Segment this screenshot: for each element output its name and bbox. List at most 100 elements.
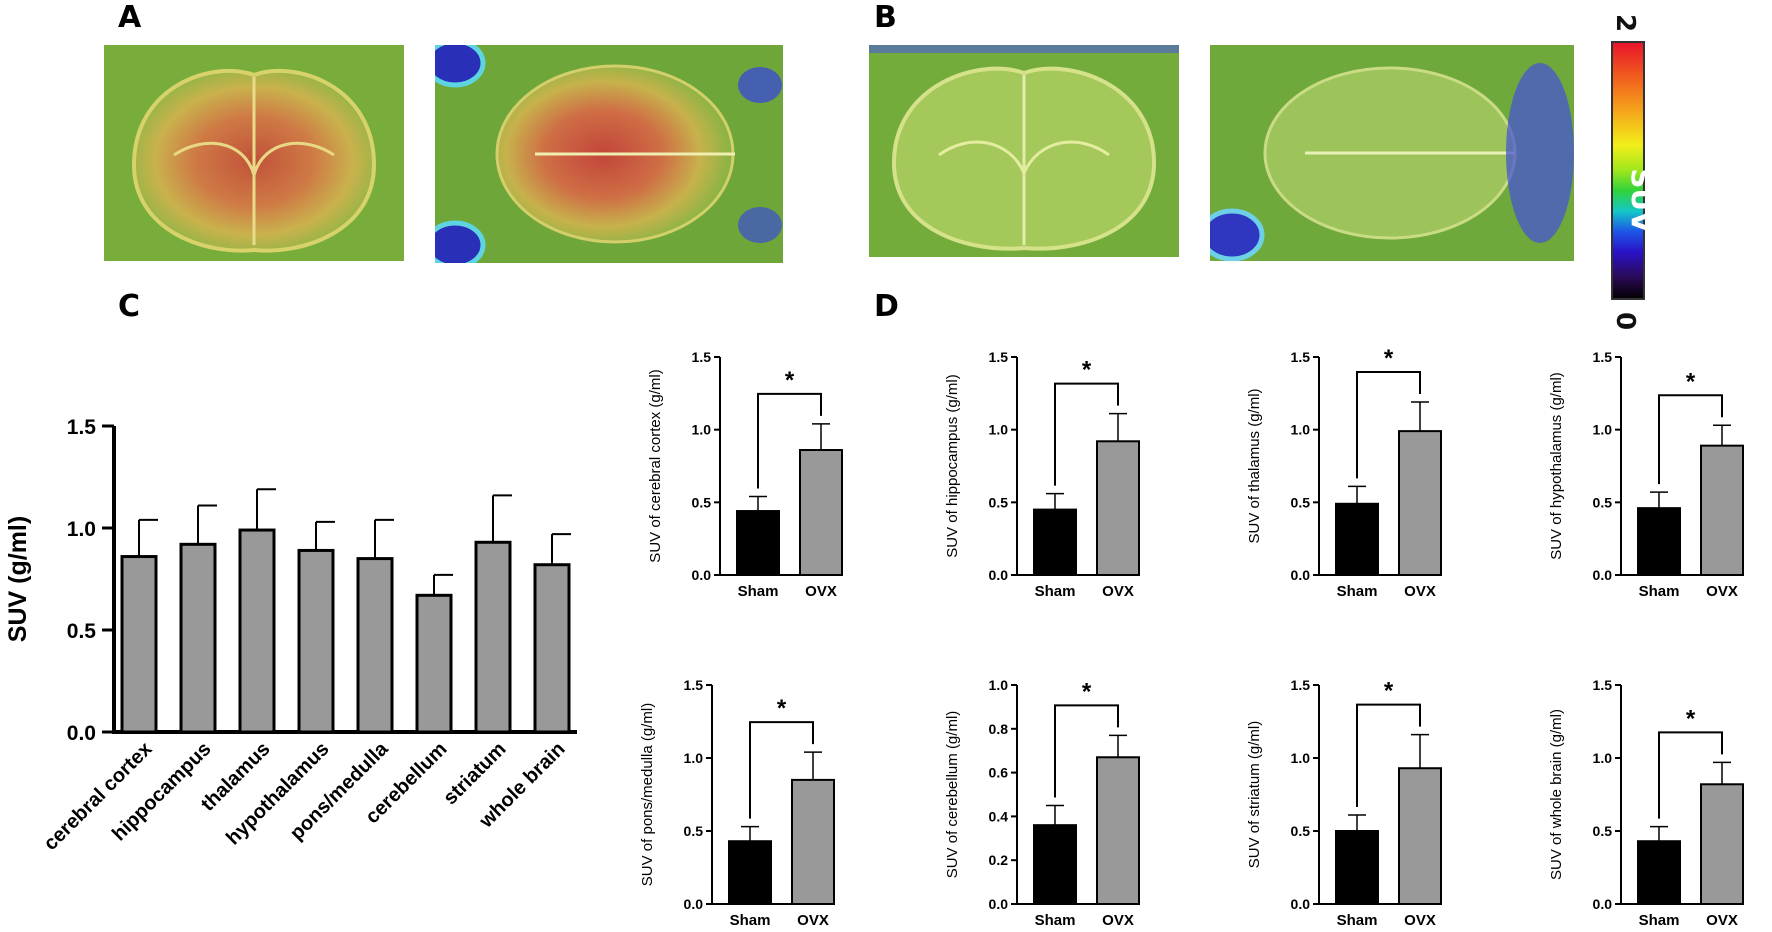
c-bar (356, 557, 394, 734)
d-y-axis-label: SUV of cerebral cortex (g/ml) (647, 369, 664, 562)
d-significance-star: * (1686, 368, 1696, 395)
d-bar (1398, 767, 1442, 905)
c-y-tick-label: 1.5 (67, 416, 97, 439)
c-x-tick-label: hypothalamus (222, 738, 333, 849)
d-significance-bracket (1658, 731, 1723, 819)
panel-label-b: B (874, 0, 897, 35)
d-x-tick-label: Sham (1337, 583, 1378, 600)
pet-image-b-coronal (869, 45, 1179, 257)
c-bar (238, 528, 276, 734)
d-significance-star: * (777, 695, 787, 722)
d-y-tick-label: 0.5 (684, 823, 704, 839)
d-y-tick-label: 0.5 (989, 494, 1009, 510)
pet-image-b-axial (1210, 45, 1574, 261)
d-y-tick-label: 0.4 (989, 808, 1009, 824)
d-y-tick-label: 1.0 (1291, 422, 1311, 438)
d-significance-star: * (1082, 357, 1092, 384)
d-y-tick-label: 0.0 (989, 896, 1009, 912)
d-x-tick-label: OVX (1404, 583, 1436, 600)
d-significance-bracket (1356, 371, 1421, 479)
d-y-tick-label: 0.0 (989, 567, 1009, 583)
panel-label-a: A (118, 0, 142, 35)
d-y-tick-label: 1.0 (684, 750, 704, 766)
d-y-axis-label: SUV of striatum (g/ml) (1246, 721, 1263, 869)
panel-label-c: C (118, 289, 141, 324)
d-x-tick-label: Sham (1639, 583, 1680, 600)
d-x-tick-label: Sham (738, 583, 779, 600)
d-y-tick-label: 0.0 (684, 896, 704, 912)
d-y-axis-label: SUV of cerebellum (g/ml) (944, 711, 961, 879)
d-y-tick-label: 0.2 (989, 852, 1009, 868)
d-x-tick-label: Sham (1337, 912, 1378, 929)
d-significance-bracket (1658, 394, 1723, 485)
brain-coronal-b-graphic (869, 45, 1179, 257)
d-bar (1096, 440, 1140, 576)
c-bar (297, 548, 335, 734)
d-y-tick-label: 1.0 (989, 422, 1009, 438)
d-bar (1398, 430, 1442, 576)
d-x-tick-label: OVX (1404, 912, 1436, 929)
d-y-tick-label: 0.5 (1291, 494, 1311, 510)
d-y-axis-label: SUV of whole brain (g/ml) (1548, 709, 1565, 880)
c-y-tick-label: 0.0 (67, 722, 96, 745)
d-y-tick-label: 0.0 (1593, 896, 1613, 912)
d-y-tick-label: 0.0 (692, 567, 712, 583)
d-y-tick-label: 0.0 (1593, 567, 1613, 583)
d-bar (736, 510, 780, 577)
d-y-tick-label: 1.0 (1593, 422, 1613, 438)
c-x-tick-label: cerebral cortex (40, 738, 157, 855)
brain-axial-b-graphic (1210, 45, 1574, 261)
d-x-tick-label: OVX (1102, 583, 1134, 600)
d-y-tick-label: 1.5 (1593, 349, 1613, 365)
d-x-tick-label: Sham (1639, 912, 1680, 929)
d-x-tick-label: OVX (797, 912, 829, 929)
d-y-axis-label: SUV of pons/medulla (g/ml) (639, 703, 656, 886)
d-significance-bracket (749, 721, 814, 819)
d-y-tick-label: 0.0 (1291, 896, 1311, 912)
d-bar (1335, 830, 1379, 905)
d-y-tick-label: 0.5 (1593, 494, 1613, 510)
c-y-tick-label: 0.5 (67, 620, 97, 643)
d-y-tick-label: 1.0 (1593, 750, 1613, 766)
d-y-tick-label: 1.0 (692, 422, 712, 438)
d-significance-star: * (1384, 345, 1394, 372)
d-bar (1637, 507, 1681, 576)
d-x-tick-label: Sham (1035, 583, 1076, 600)
d-y-tick-label: 1.0 (1291, 750, 1311, 766)
d-x-tick-label: OVX (1706, 583, 1738, 600)
brain-axial-a-graphic (435, 45, 783, 263)
c-bar (474, 540, 512, 734)
d-y-axis-label: SUV of thalamus (g/ml) (1246, 388, 1263, 543)
c-bar (415, 593, 453, 734)
panel-label-d: D (874, 289, 899, 324)
d-significance-star: * (1384, 678, 1394, 705)
d-y-tick-label: 1.5 (1291, 677, 1311, 693)
d-significance-bracket (1356, 703, 1421, 807)
pet-image-a-axial (435, 45, 783, 263)
c-bar (179, 542, 217, 734)
pet-image-a-coronal (104, 45, 404, 261)
d-y-tick-label: 1.5 (1593, 677, 1613, 693)
d-bar (1700, 783, 1744, 906)
d-y-tick-label: 0.5 (1593, 823, 1613, 839)
d-bar (1335, 502, 1379, 576)
d-x-tick-label: Sham (1035, 912, 1076, 929)
d-bar (1637, 840, 1681, 905)
suv-colorbar (1611, 41, 1645, 300)
d-y-tick-label: 0.5 (1291, 823, 1311, 839)
d-x-tick-label: OVX (1706, 912, 1738, 929)
d-significance-bracket (1054, 704, 1119, 798)
d-y-axis-label: SUV of hypothalamus (g/ml) (1548, 372, 1565, 560)
brain-coronal-a-graphic (104, 45, 404, 261)
d-significance-bracket (1054, 382, 1119, 486)
d-x-tick-label: OVX (805, 583, 837, 600)
d-bar (728, 840, 772, 905)
c-bar (120, 555, 158, 734)
c-bar (533, 563, 571, 734)
d-x-tick-label: Sham (730, 912, 771, 929)
d-x-tick-label: OVX (1102, 912, 1134, 929)
d-significance-star: * (1686, 705, 1696, 732)
d-y-axis-label: SUV of hippocampus (g/ml) (944, 374, 961, 557)
d-bar (799, 449, 843, 576)
